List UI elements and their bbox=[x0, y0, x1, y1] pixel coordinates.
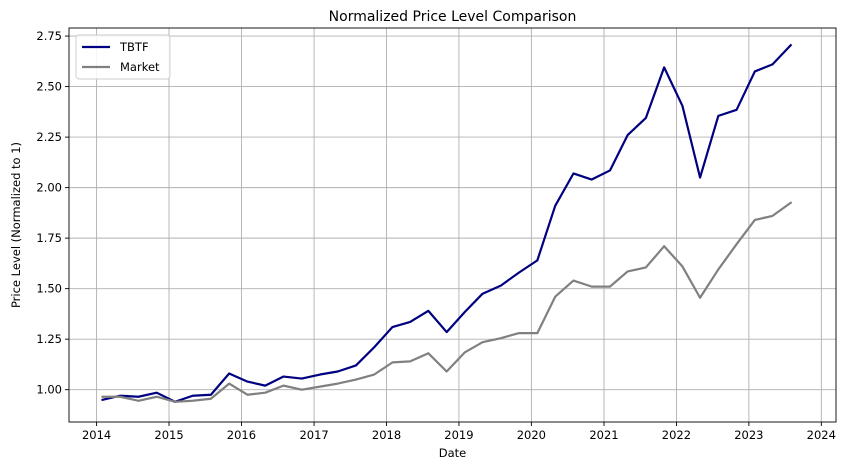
x-tick-label: 2020 bbox=[517, 428, 546, 442]
x-tick-label: 2022 bbox=[662, 428, 691, 442]
x-tick-label: 2019 bbox=[444, 428, 473, 442]
legend: TBTF Market bbox=[75, 34, 171, 80]
y-tick-label: 2.00 bbox=[36, 181, 62, 195]
legend-label-market: Market bbox=[120, 60, 160, 74]
y-tick-label: 2.75 bbox=[36, 29, 62, 43]
chart-title: Normalized Price Level Comparison bbox=[329, 9, 577, 25]
y-axis-ticks: 1.00 1.25 1.50 1.75 2.00 2.25 2.50 2.75 bbox=[36, 29, 69, 397]
series-line-market bbox=[101, 201, 793, 403]
x-axis-label: Date bbox=[439, 446, 467, 460]
grid bbox=[69, 28, 836, 422]
series-line-tbtf bbox=[101, 43, 793, 403]
x-tick-label: 2014 bbox=[82, 428, 111, 442]
x-tick-label: 2021 bbox=[589, 428, 618, 442]
y-axis-label: Price Level (Normalized to 1) bbox=[9, 142, 23, 308]
x-tick-label: 2017 bbox=[299, 428, 328, 442]
y-tick-label: 1.25 bbox=[36, 332, 62, 346]
x-tick-label: 2018 bbox=[372, 428, 401, 442]
y-tick-label: 1.75 bbox=[36, 231, 62, 245]
legend-label-tbtf: TBTF bbox=[119, 40, 149, 54]
x-tick-label: 2023 bbox=[734, 428, 763, 442]
y-tick-label: 1.00 bbox=[36, 383, 62, 397]
y-tick-label: 2.50 bbox=[36, 80, 62, 94]
x-tick-label: 2015 bbox=[154, 428, 183, 442]
y-tick-label: 1.50 bbox=[36, 282, 62, 296]
series-lines bbox=[101, 43, 793, 403]
plot-frame bbox=[68, 27, 837, 423]
x-axis-ticks: 2014 2015 2016 2017 2018 2019 2020 2021 2022 2023… bbox=[82, 422, 836, 442]
y-tick-label: 2.25 bbox=[36, 130, 62, 144]
x-tick-label: 2024 bbox=[807, 428, 836, 442]
x-tick-label: 2016 bbox=[227, 428, 256, 442]
